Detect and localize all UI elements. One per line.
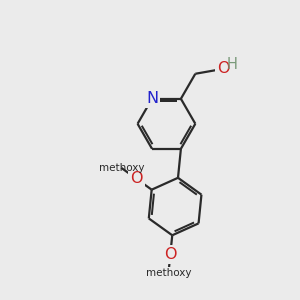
Text: methoxy: methoxy [146,268,191,278]
Text: O: O [218,61,230,76]
Text: H: H [227,57,238,72]
Text: N: N [146,91,158,106]
Text: methoxy: methoxy [98,163,144,173]
Text: O: O [130,171,142,186]
Text: O: O [164,247,177,262]
